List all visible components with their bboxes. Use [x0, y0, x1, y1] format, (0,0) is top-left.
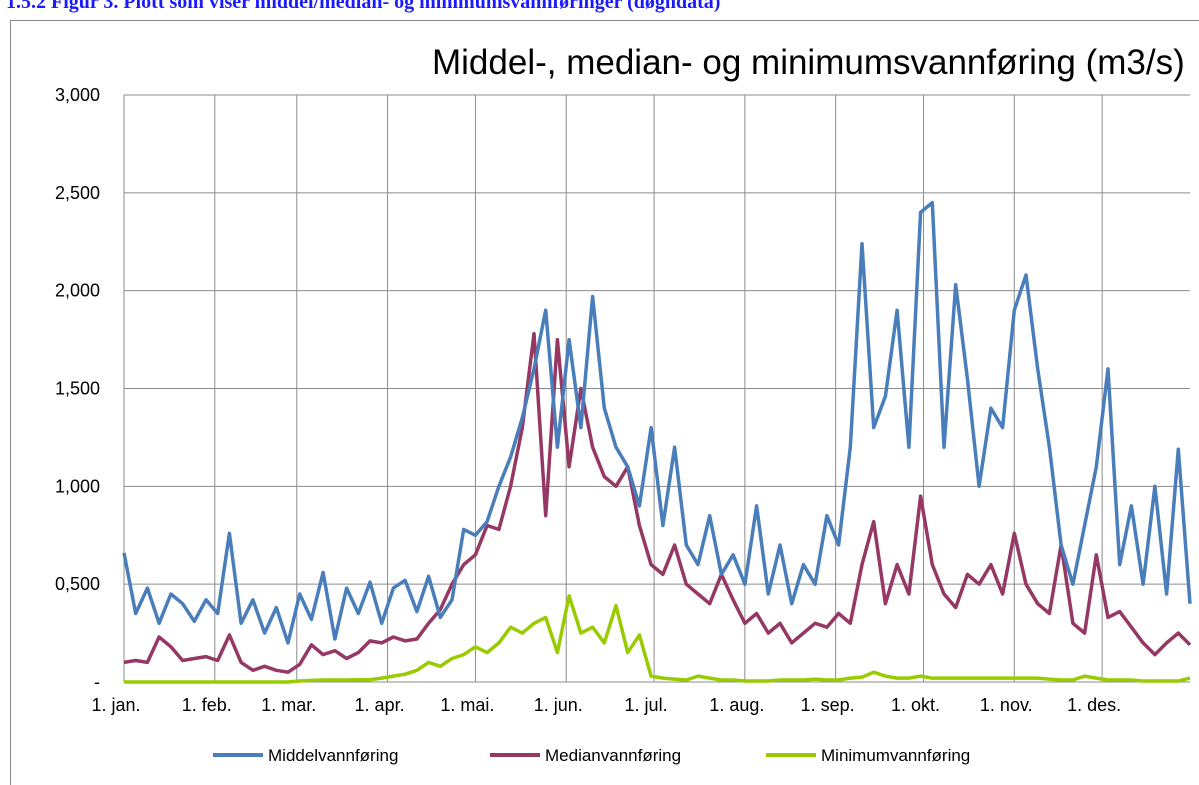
y-tick-label: 0,500: [55, 574, 100, 594]
y-tick-label: 2,500: [55, 183, 100, 203]
x-tick-label: 1. aug.: [709, 695, 764, 715]
legend-label: Minimumvannføring: [821, 746, 970, 765]
heading: 1.5.2 Figur 3. Plott som viser middel/me…: [6, 0, 720, 13]
x-tick-label: 1. nov.: [980, 695, 1033, 715]
y-tick-label: -: [94, 672, 100, 692]
legend-label: Medianvannføring: [545, 746, 681, 765]
y-tick-label: 3,000: [55, 85, 100, 105]
x-tick-label: 1. feb.: [182, 695, 232, 715]
x-tick-label: 1. jan.: [91, 695, 140, 715]
x-tick-label: 1. des.: [1067, 695, 1121, 715]
y-tick-label: 1,500: [55, 379, 100, 399]
series-line: [123, 331, 1192, 674]
chart-title: Middel-, median- og minimumsvannføring (…: [432, 43, 1185, 82]
x-tick-label: 1. okt.: [891, 695, 940, 715]
series-line: [124, 594, 1191, 684]
x-tick-label: 1. jun.: [534, 695, 583, 715]
y-tick-label: 2,000: [55, 281, 100, 301]
y-tick-label: 1,000: [55, 476, 100, 496]
x-tick-label: 1. jul.: [625, 695, 668, 715]
legend-label: Middelvannføring: [268, 746, 398, 765]
x-tick-label: 1. mar.: [261, 695, 316, 715]
x-tick-label: 1. sep.: [801, 695, 855, 715]
x-tick-label: 1. apr.: [355, 695, 405, 715]
series-line: [122, 200, 1192, 645]
x-tick-label: 1. mai.: [440, 695, 494, 715]
